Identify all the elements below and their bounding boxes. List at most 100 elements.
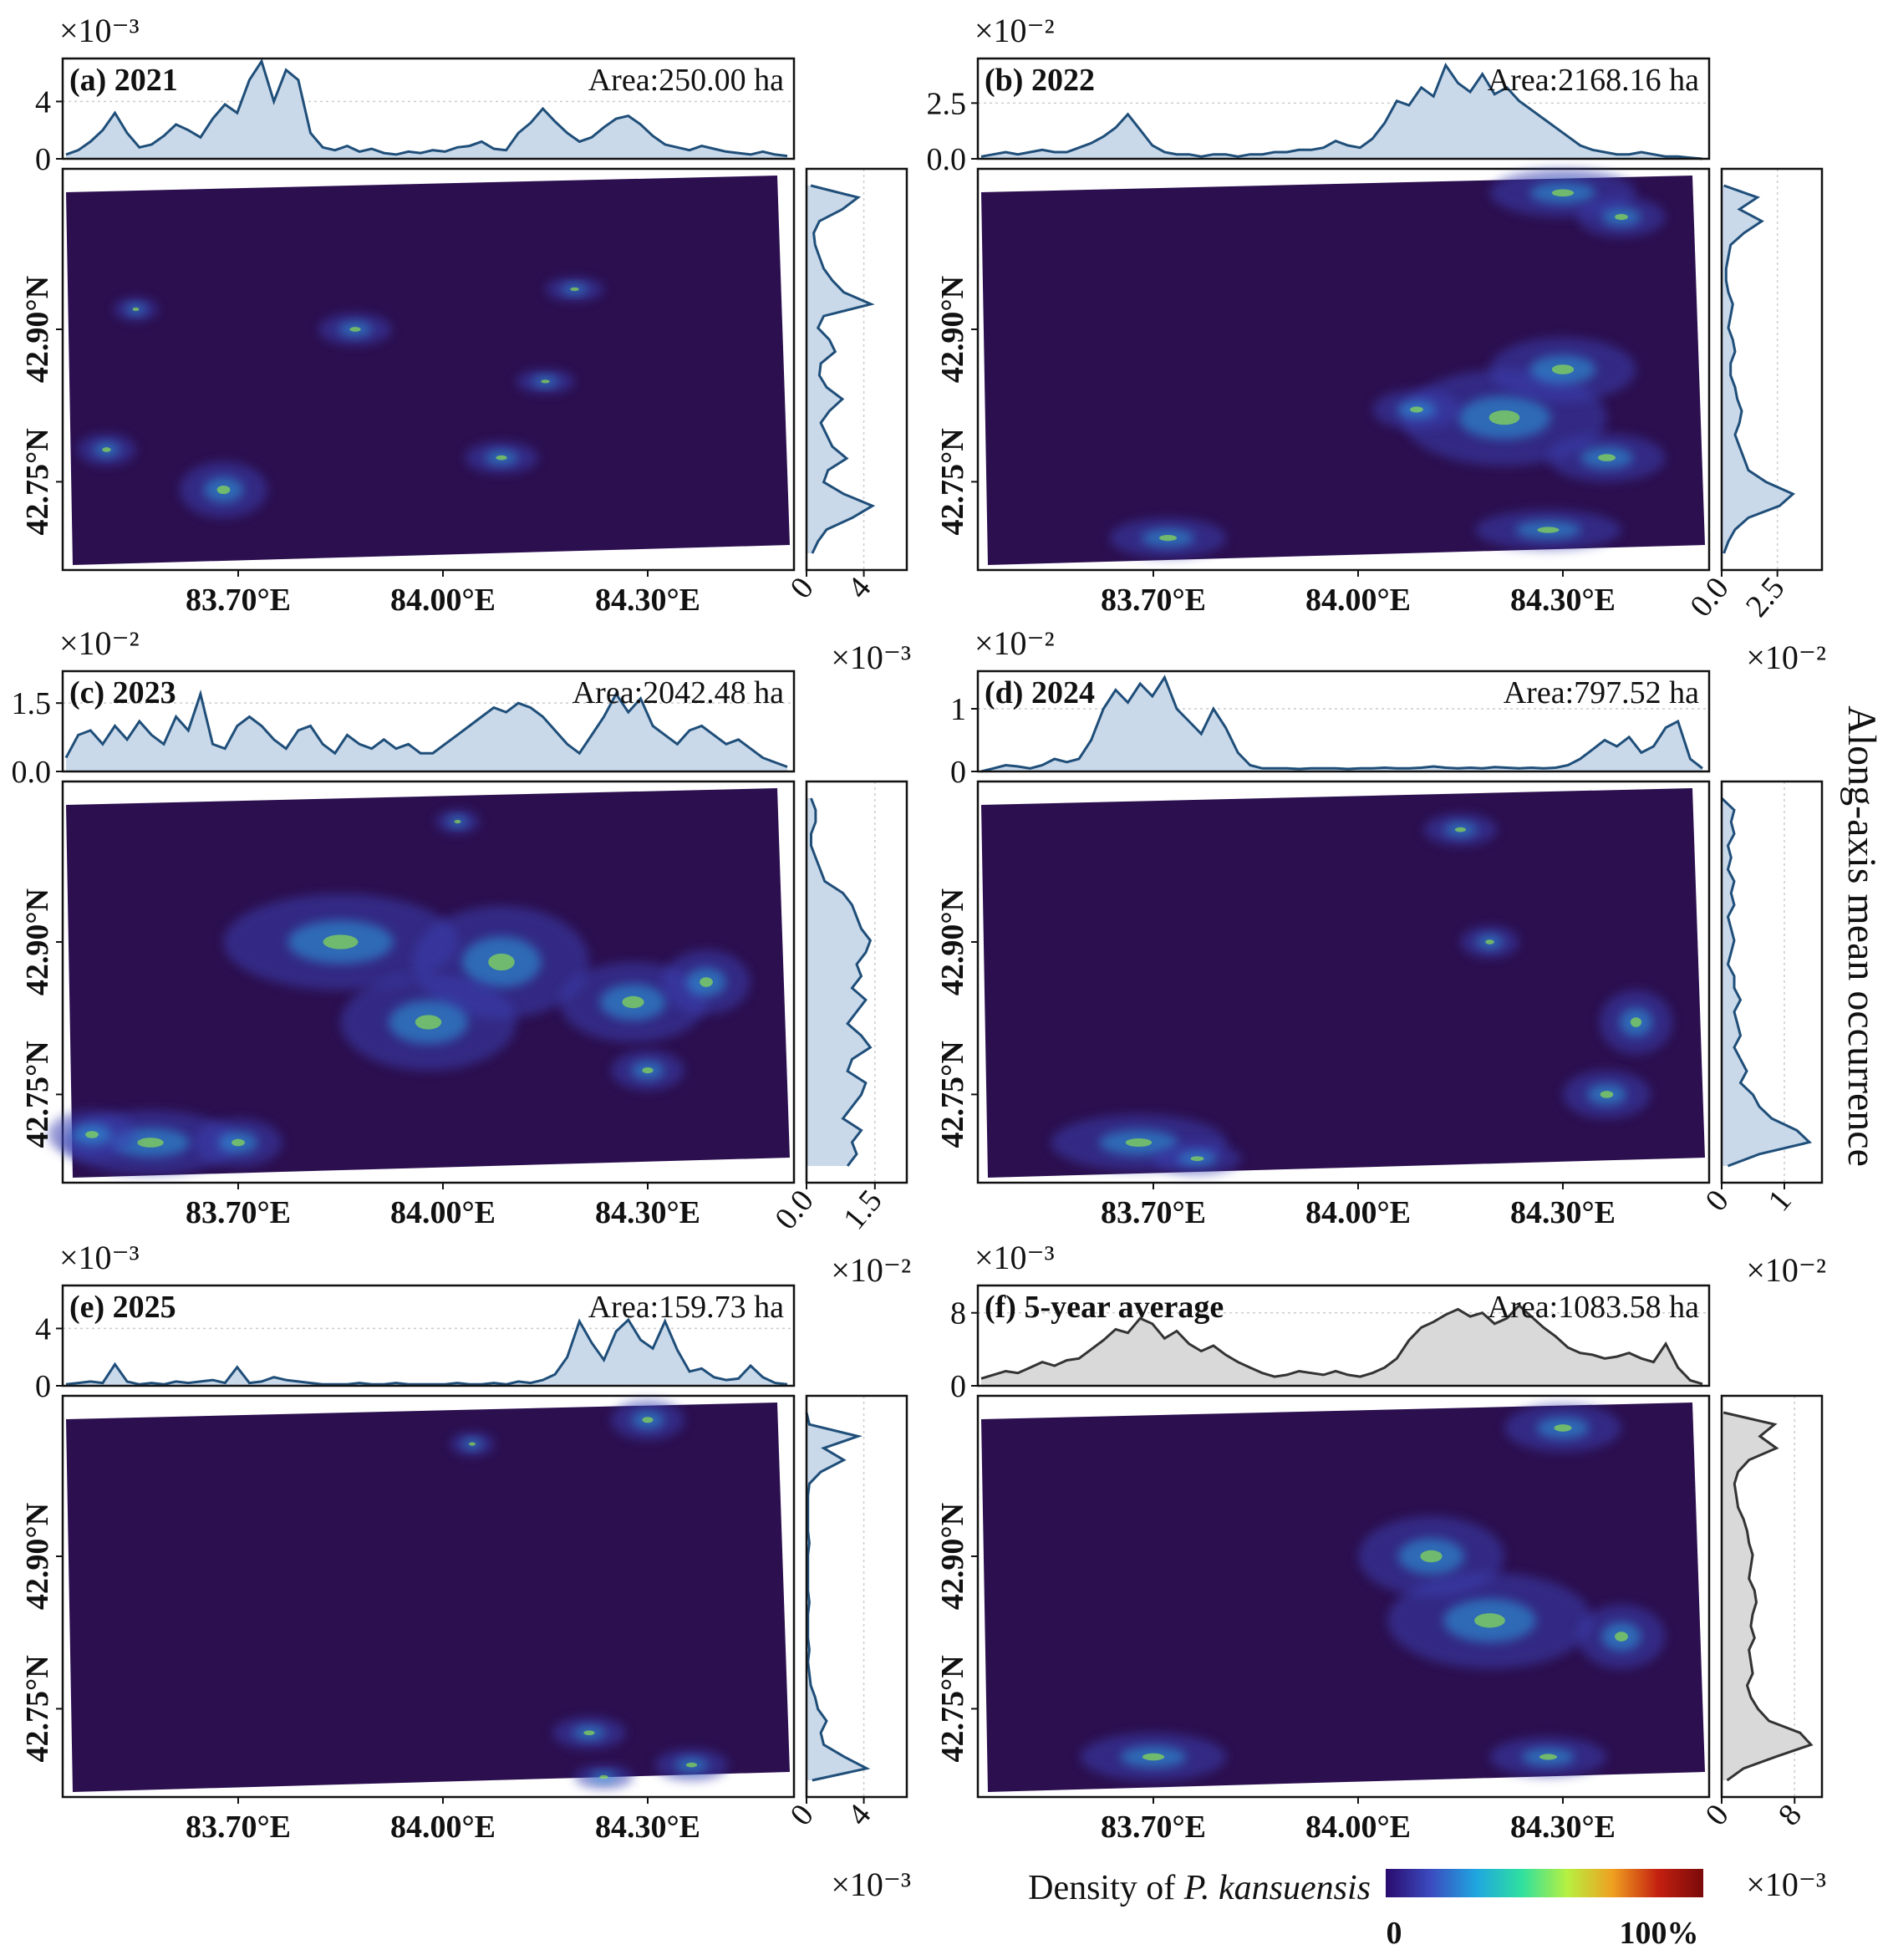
right-tick-label: 0.0: [768, 1184, 821, 1236]
colorbar-max-label: 100%: [1620, 1916, 1699, 1951]
right-profile-frame: [1720, 780, 1824, 1184]
map-raster: [981, 176, 1705, 565]
density-hotspot: [1504, 1403, 1621, 1453]
density-hotspot: [611, 1399, 684, 1440]
top-profile-line: [65, 58, 788, 158]
top-tick-label: 4: [35, 1311, 51, 1347]
right-profile-a: 0 4 ×10⁻³: [784, 167, 911, 676]
right-profile-line: [805, 1412, 871, 1782]
density-hotspot: [1109, 517, 1227, 558]
map-raster: [981, 1403, 1705, 1792]
top-tick-label: 2.5: [927, 86, 967, 121]
y-tick-label: 42.90°N: [20, 1503, 55, 1610]
top-tick-label: 0.0: [12, 755, 52, 790]
density-hotspot: [1372, 389, 1461, 430]
density-hotspot: [318, 313, 392, 346]
density-hotspot: [1577, 196, 1666, 237]
top-multiplier: ×10⁻³: [974, 1239, 1055, 1276]
right-profile-e: 0 4 ×10⁻³: [784, 1394, 911, 1903]
density-hotspot: [223, 893, 458, 990]
area-text: Area:250.00 ha: [588, 63, 784, 98]
density-hotspot: [654, 1749, 729, 1781]
x-tick-label: 84.30°E: [1510, 583, 1616, 618]
colorbar-min-label: 0: [1387, 1916, 1402, 1951]
right-tick-label: 4: [841, 1798, 878, 1833]
map-e: 83.70°E 84.00°E 84.30°E 42.90°N 42.75°N: [20, 1394, 796, 1845]
right-tick-label: 1.5: [837, 1184, 889, 1236]
panel-c: 0.01.5×10⁻²(c) 2023 Area:2042.48 ha83.70°…: [12, 624, 912, 1289]
density-hotspot: [1475, 510, 1621, 550]
x-tick-label: 84.00°E: [1305, 1810, 1411, 1845]
top-multiplier: ×10⁻²: [59, 624, 140, 662]
right-tick-label: 0: [1699, 1184, 1736, 1219]
x-tick-label: 83.70°E: [1101, 1810, 1206, 1845]
right-profile-fill: [807, 1413, 867, 1780]
map-raster: [66, 176, 790, 565]
density-hotspot: [574, 1764, 634, 1789]
top-tick-label: 4: [35, 84, 51, 120]
top-multiplier: ×10⁻³: [59, 12, 140, 49]
x-tick-label: 84.00°E: [1305, 583, 1411, 618]
top-profile-frame: [61, 669, 796, 773]
right-tick-label: 2.5: [1739, 571, 1792, 624]
right-profile-frame: [805, 167, 908, 572]
x-tick-label: 84.00°E: [390, 1810, 496, 1845]
x-tick-label: 83.70°E: [1101, 1195, 1206, 1230]
y-tick-label: 42.75°N: [20, 1655, 55, 1762]
density-hotspot: [194, 1118, 282, 1167]
top-multiplier: ×10⁻²: [974, 12, 1055, 49]
right-multiplier: ×10⁻³: [1746, 1866, 1826, 1903]
area-text: Area:1083.58 ha: [1488, 1290, 1699, 1325]
right-multiplier: ×10⁻³: [831, 639, 911, 676]
density-hotspot: [662, 949, 751, 1015]
x-tick-label: 84.30°E: [595, 1810, 700, 1845]
top-multiplier: ×10⁻²: [974, 624, 1055, 662]
right-profile-fill: [1722, 186, 1794, 553]
x-tick-label: 84.30°E: [1510, 1810, 1616, 1845]
right-profile-frame: [1720, 167, 1824, 572]
density-hotspot: [545, 277, 604, 302]
density-hotspot: [516, 369, 575, 394]
area-text: Area:159.73 ha: [588, 1290, 784, 1325]
map-c: 83.70°E 84.00°E 84.30°E 42.90°N 42.75°N: [20, 780, 796, 1230]
x-tick-label: 84.00°E: [390, 583, 496, 618]
right-profile-fill: [1722, 798, 1809, 1166]
density-hotspot: [450, 1432, 495, 1456]
map-f: 83.70°E 84.00°E 84.30°E 42.90°N 42.75°N: [935, 1394, 1711, 1845]
density-hotspot: [435, 809, 480, 834]
map-raster: [981, 788, 1705, 1178]
top-profile-e: 0 4×10⁻³ (e) 2025 Area:159.73 ha: [35, 1239, 796, 1404]
top-profile-frame: [61, 1284, 796, 1387]
right-multiplier: ×10⁻²: [831, 1251, 911, 1289]
right-profile-f: 0 8 ×10⁻³: [1699, 1394, 1826, 1903]
x-tick-label: 84.30°E: [595, 583, 700, 618]
top-profile-fill: [981, 65, 1702, 159]
area-text: Area:2168.16 ha: [1488, 63, 1699, 98]
density-hotspot: [1358, 1516, 1504, 1596]
density-hotspot: [1599, 990, 1673, 1055]
density-hotspot: [1489, 1737, 1607, 1777]
y-tick-label: 42.75°N: [935, 1655, 970, 1762]
top-profile-line: [65, 1317, 788, 1386]
map-a: 83.70°E 84.00°E 84.30°E 42.90°N 42.75°N: [20, 167, 796, 618]
right-profile-fill: [807, 798, 871, 1166]
panel-title: (c) 2023: [69, 675, 176, 710]
y-tick-label: 42.75°N: [20, 1041, 55, 1148]
y-tick-label: 42.90°N: [935, 276, 970, 383]
right-profile-frame: [1720, 1394, 1824, 1799]
top-profile-frame: [61, 57, 796, 160]
density-hotspot: [77, 433, 136, 466]
density-hotspot: [1153, 1143, 1241, 1175]
right-tick-label: 4: [841, 571, 878, 606]
right-profile-line: [1723, 184, 1796, 554]
x-tick-label: 83.70°E: [1101, 583, 1206, 618]
y-tick-label: 42.75°N: [935, 428, 970, 535]
density-hotspot: [552, 1717, 626, 1749]
density-hotspot: [1387, 1572, 1592, 1669]
colorbar-bar: [1386, 1869, 1703, 1897]
y-tick-label: 42.75°N: [935, 1041, 970, 1148]
